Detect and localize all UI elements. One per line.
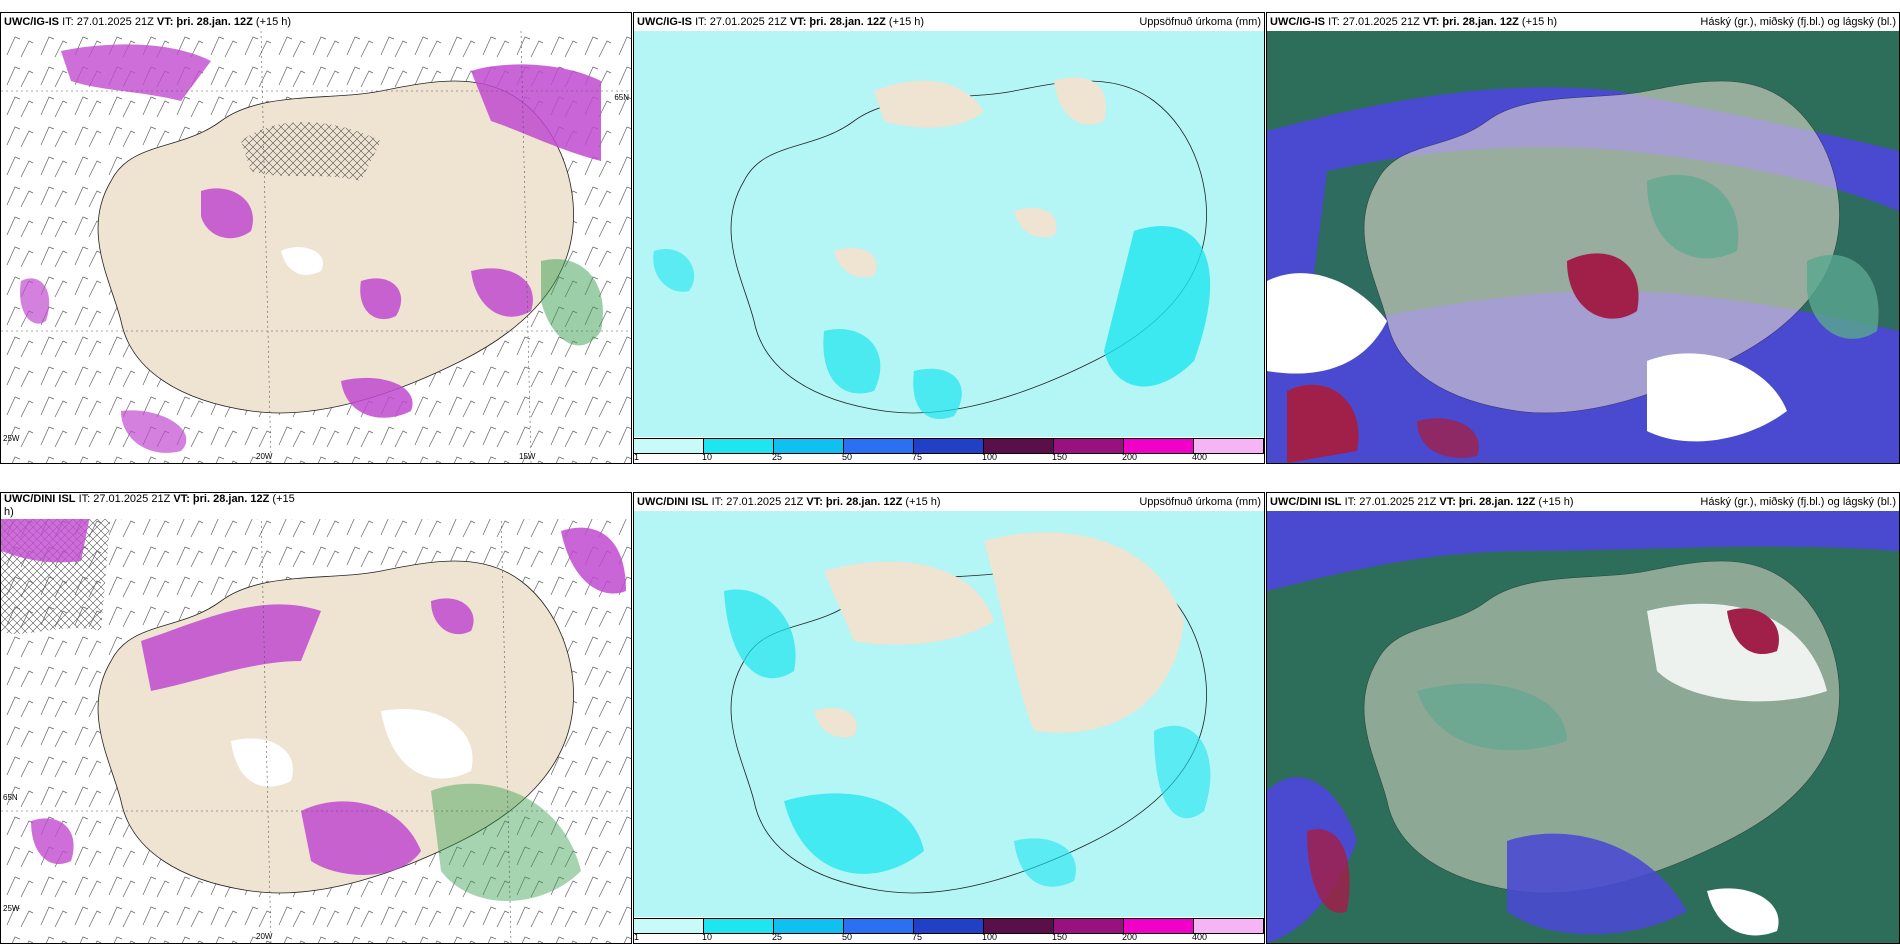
colorbar-label: 10: [701, 932, 712, 942]
map-panel-b3: UWC/DINI ISL IT: 27.01.2025 21Z VT: þri.…: [1266, 492, 1900, 944]
map-panel-t2: UWC/IG-IS IT: 27.01.2025 21Z VT: þri. 28…: [633, 12, 1265, 464]
colorbar-label: 75: [911, 932, 922, 942]
colorbar-swatch: [704, 439, 774, 453]
panel-title: UWC/IG-IS IT: 27.01.2025 21Z VT: þri. 28…: [1, 13, 631, 31]
colorbar-swatch: [914, 439, 984, 453]
colorbar-swatch: [1124, 439, 1194, 453]
panel-title: UWC/DINI ISL IT: 27.01.2025 21Z VT: þri.…: [634, 493, 1264, 511]
colorbar-swatch: [1194, 919, 1264, 933]
map-panel-t3: UWC/IG-IS IT: 27.01.2025 21Z VT: þri. 28…: [1266, 12, 1900, 464]
axis-label-15w: 15W: [519, 452, 536, 461]
axis-label-65n: 65N: [614, 93, 629, 102]
axis-label-65n: 65N: [3, 793, 18, 802]
colorbar-swatch: [634, 919, 704, 933]
panel-title: UWC/DINI ISL IT: 27.01.2025 21Z VT: þri.…: [1, 493, 631, 519]
colorbar-label: 400: [1191, 452, 1208, 462]
colorbar-label: 50: [842, 932, 853, 942]
colorbar-label: 100: [982, 932, 998, 942]
colorbar-swatch: [914, 919, 984, 933]
weather-map: [1, 31, 631, 463]
colorbar-swatch: [844, 919, 914, 933]
colorbar-swatch: [1124, 919, 1194, 933]
colorbar-swatch: [984, 439, 1054, 453]
colorbar-swatch: [774, 439, 844, 453]
precip-map: [634, 31, 1264, 437]
cloud-map: [1267, 31, 1899, 463]
colorbar-label: 75: [911, 452, 922, 462]
colorbar: 1 10 25 50 75 100 150 200 400: [634, 437, 1264, 463]
colorbar-swatch: [844, 439, 914, 453]
panel-field-label: Uppsöfnuð úrkoma (mm): [1139, 13, 1261, 31]
panel-field-label: Háský (gr.), miðský (fj.bl.) og lágský (…: [1700, 493, 1896, 511]
panel-title: UWC/IG-IS IT: 27.01.2025 21Z VT: þri. 28…: [634, 13, 1264, 31]
colorbar-label: 25: [771, 932, 782, 942]
colorbar-swatch: [1054, 439, 1124, 453]
colorbar-swatch: [774, 919, 844, 933]
colorbar-label: 100: [982, 452, 998, 462]
weather-map: [1, 511, 631, 943]
panel-field-label: Háský (gr.), miðský (fj.bl.) og lágský (…: [1700, 13, 1896, 31]
colorbar-label: 1: [634, 452, 640, 462]
colorbar-label: 25: [771, 452, 782, 462]
colorbar-swatch: [1194, 439, 1264, 453]
colorbar-label: 150: [1052, 932, 1068, 942]
map-panel-b2: UWC/DINI ISL IT: 27.01.2025 21Z VT: þri.…: [633, 492, 1265, 944]
axis-label-25w: 25W: [3, 434, 20, 443]
colorbar-swatch: [1054, 919, 1124, 933]
panel-field-label: Uppsöfnuð úrkoma (mm): [1139, 493, 1261, 511]
map-panel-t1: UWC/IG-IS IT: 27.01.2025 21Z VT: þri. 28…: [0, 12, 632, 464]
colorbar-swatch: [984, 919, 1054, 933]
colorbar-swatch: [634, 439, 704, 453]
colorbar-label: 50: [842, 452, 853, 462]
colorbar-label: 1: [634, 932, 640, 942]
colorbar-label: 200: [1122, 932, 1138, 942]
colorbar-label: 200: [1122, 452, 1138, 462]
colorbar-label: 150: [1052, 452, 1068, 462]
axis-label-20w: 20W: [256, 452, 273, 461]
precip-map: [634, 511, 1264, 917]
colorbar-label: 10: [701, 452, 712, 462]
axis-label-20w: 20W: [256, 932, 273, 941]
cloud-map: [1267, 511, 1899, 943]
axis-label-25w: 25W: [3, 904, 20, 913]
map-panel-b1: UWC/DINI ISL IT: 27.01.2025 21Z VT: þri.…: [0, 492, 632, 944]
colorbar: 1 10 25 50 75 100 150 200 400: [634, 917, 1264, 943]
colorbar-label: 400: [1191, 932, 1208, 942]
colorbar-swatch: [704, 919, 774, 933]
